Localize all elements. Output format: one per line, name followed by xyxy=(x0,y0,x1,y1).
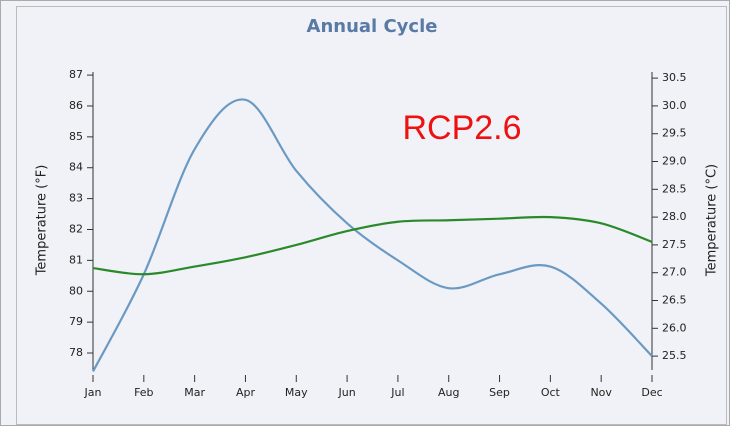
y-tick-label: 85 xyxy=(69,130,83,143)
y-axis-label: Temperature (°F) xyxy=(35,165,50,277)
y2-tick-label: 29.0 xyxy=(662,155,687,168)
y-tick-label: 86 xyxy=(69,99,83,112)
y-tick-label: 81 xyxy=(69,253,83,266)
y-tick-label: 84 xyxy=(69,161,83,174)
chart-title: Annual Cycle xyxy=(307,16,438,37)
y-tick-label: 82 xyxy=(69,222,83,235)
series-line xyxy=(92,215,653,276)
x-tick-label: Jun xyxy=(337,386,355,399)
y2-tick-label: 30.0 xyxy=(662,99,687,112)
y2-tick-label: 28.5 xyxy=(662,182,687,195)
x-tick-label: Feb xyxy=(134,386,153,399)
y-tick-label: 78 xyxy=(69,346,83,359)
y2-tick-label: 28.0 xyxy=(662,210,687,223)
x-tick-label: Mar xyxy=(184,386,205,399)
y2-tick-label: 26.5 xyxy=(662,294,687,307)
y-tick-label: 87 xyxy=(69,68,83,81)
y2-tick-label: 27.5 xyxy=(662,238,687,251)
x-tick-label: Dec xyxy=(641,386,662,399)
annotation: RCP2.6 xyxy=(402,109,521,147)
x-tick-label: May xyxy=(285,386,308,399)
x-tick-label: Sep xyxy=(489,386,510,399)
x-tick-label: Jul xyxy=(390,386,404,399)
x-tick-label: Nov xyxy=(590,386,612,399)
y-tick-label: 80 xyxy=(69,284,83,297)
x-tick-label: Aug xyxy=(438,386,459,399)
y2-tick-label: 25.5 xyxy=(662,349,687,362)
series-line xyxy=(92,98,653,373)
y-tick-label: 83 xyxy=(69,192,83,205)
x-tick-label: Jan xyxy=(84,386,102,399)
y2-tick-label: 29.5 xyxy=(662,127,687,140)
y2-tick-label: 30.5 xyxy=(662,71,687,84)
y2-tick-label: 26.0 xyxy=(662,321,687,334)
y2-tick-label: 27.0 xyxy=(662,266,687,279)
y-tick-label: 79 xyxy=(69,315,83,328)
x-tick-label: Oct xyxy=(541,386,561,399)
y2-axis-label: Temperature (°C) xyxy=(705,164,720,277)
x-tick-label: Apr xyxy=(236,386,256,399)
frame xyxy=(16,6,727,425)
